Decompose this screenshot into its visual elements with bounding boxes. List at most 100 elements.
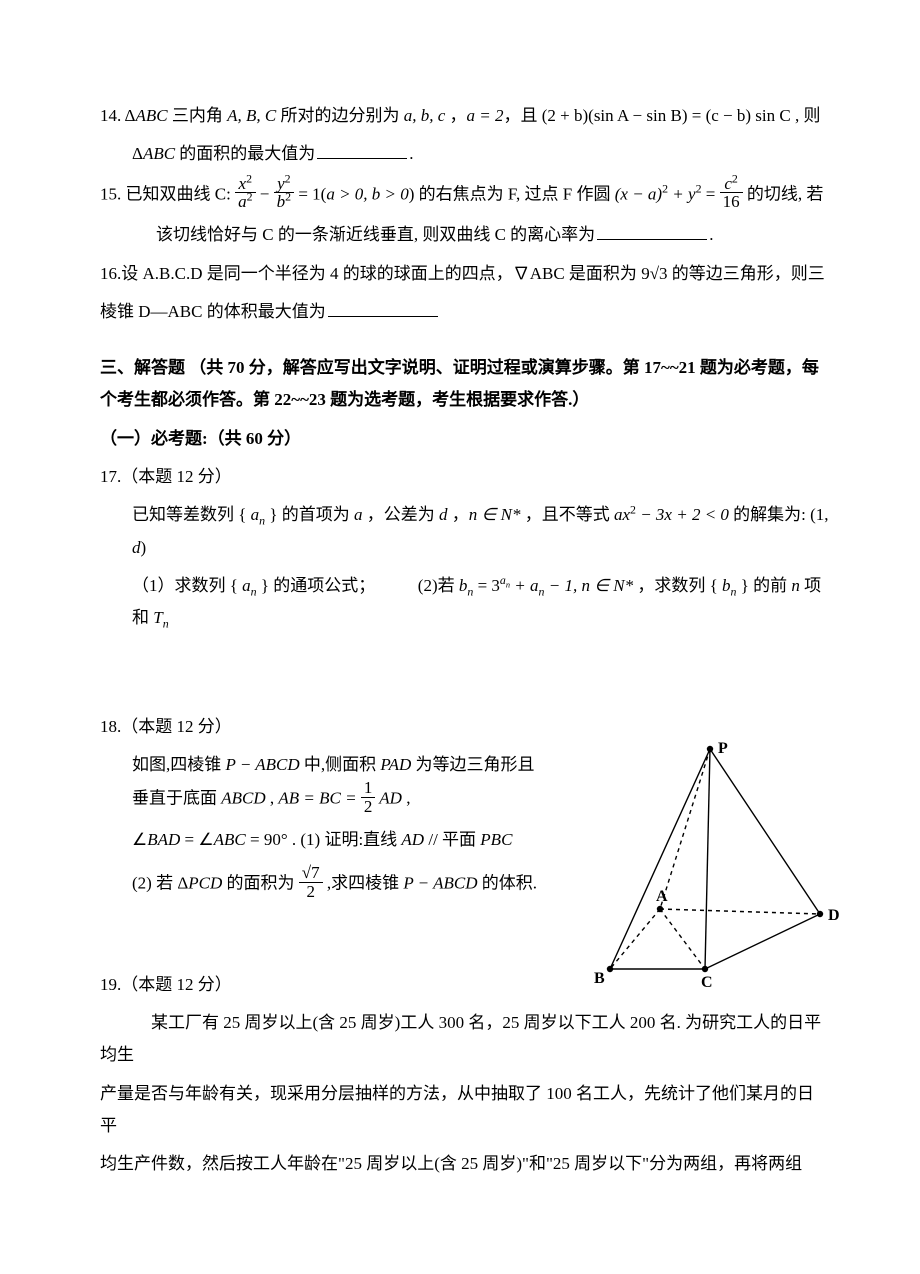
q17-p2a: (2)若 xyxy=(418,576,459,595)
q17-l1e: ，且不等式 xyxy=(520,505,614,524)
q18-l1a: 如图,四棱锥 xyxy=(132,755,226,774)
q18-l2b: = ∠ xyxy=(180,830,213,849)
q18-abc: ABC xyxy=(214,830,246,849)
q17-Tnsub: n xyxy=(163,617,169,631)
q18-hn: 1 xyxy=(361,779,376,798)
q17-p2b: ，求数列 { xyxy=(633,576,722,595)
q16-line2: 棱锥 D—ABC 的体积最大值为 xyxy=(100,296,830,328)
q15-minus: − xyxy=(260,184,274,203)
q15-frac3: c216 xyxy=(720,175,743,212)
q18-l3a: (2) 若 Δ xyxy=(132,873,188,892)
q18-s7n: √7 xyxy=(299,864,323,883)
q17-a: a xyxy=(354,505,363,524)
q18-abbc: AB = BC = xyxy=(278,788,360,807)
q17-gap xyxy=(380,576,414,595)
q18-abcd: ABCD xyxy=(221,788,265,807)
q18-l3: (2) 若 ΔPCD 的面积为 √72 ,求四棱锥 P − ABCD 的体积. xyxy=(100,866,540,903)
q17-ineq2: − 3x + 2 < 0 xyxy=(636,505,729,524)
q14-blank xyxy=(317,141,407,159)
q17-l1d: ， xyxy=(448,505,469,524)
q14-l2b: ABC xyxy=(143,144,175,163)
q18-l2c: = 90° . (1) 证明:直线 xyxy=(246,830,402,849)
q18-l1e: , xyxy=(402,788,411,807)
q17-p1b: } 的通项公式； xyxy=(257,576,376,595)
q17-l1c: ，公差为 xyxy=(363,505,440,524)
q14-b: 三内角 xyxy=(168,106,228,125)
q16-blank xyxy=(328,299,438,317)
q14-l2a: Δ xyxy=(132,144,143,163)
q18-l1: 如图,四棱锥 P − ABCD 中,侧面积 PAD 为等边三角形且垂直于底面 A… xyxy=(100,749,540,818)
q15-a: 15. 已知双曲线 C: xyxy=(100,184,235,203)
q15-x: x xyxy=(239,174,247,193)
q14-d: ， xyxy=(445,106,466,125)
q15-bden: b xyxy=(277,192,286,211)
q14-eqA: (2 + b)(sin A − sin B) = (c − b) sin C xyxy=(542,106,791,125)
q17-an: a xyxy=(251,505,260,524)
q18-l2a: ∠ xyxy=(132,830,147,849)
q14-sides: a, b, c xyxy=(404,106,446,125)
q15-cond: a > 0, b > 0 xyxy=(326,184,408,203)
q18-sqrt7: √72 xyxy=(299,864,323,901)
q17-l1: 已知等差数列 { an } 的首项为 a ，公差为 d ，n ∈ N* ，且不等… xyxy=(100,499,830,564)
q17-p1an: a xyxy=(242,576,251,595)
q15-y: y xyxy=(277,174,285,193)
svg-text:A: A xyxy=(656,888,668,905)
q15-line1: 15. 已知双曲线 C: x2a2 − y2b2 = 1(a > 0, b > … xyxy=(100,177,830,214)
q15-frac1: x2a2 xyxy=(235,175,255,212)
q17-dv: d xyxy=(132,538,141,557)
section3-title: 三、解答题 （共 70 分，解答应写出文字说明、证明过程或演算步骤。第 17~~… xyxy=(100,352,830,417)
q16-line1: 16.设 A.B.C.D 是同一个半径为 4 的球的球面上的四点，∇ABC 是面… xyxy=(100,258,830,290)
q15-frac2: y2b2 xyxy=(274,175,294,212)
q18-pabcd: P − ABCD xyxy=(226,755,300,774)
q17-parts: （1）求数列 { an } 的通项公式； (2)若 bn = 3an + an … xyxy=(100,570,830,635)
q18-l3d: 的体积. xyxy=(478,873,538,892)
q18-pad: PAD xyxy=(380,755,411,774)
q15-plus: + y xyxy=(668,184,696,203)
q15-eq: = xyxy=(702,184,720,203)
q14-l2d: . xyxy=(409,144,413,163)
q14-e: ，且 xyxy=(504,106,542,125)
q15-cden: 16 xyxy=(720,193,743,211)
q14-l2c: 的面积的最大值为 xyxy=(175,144,315,163)
svg-text:P: P xyxy=(718,740,728,757)
q18-block: 如图,四棱锥 P − ABCD 中,侧面积 PAD 为等边三角形且垂直于底面 A… xyxy=(100,749,830,903)
q17-nc: n ∈ N* xyxy=(469,505,521,524)
q17-ineq: ax xyxy=(614,505,630,524)
q14-f: , 则 xyxy=(791,106,821,125)
q17-l1f: 的解集为: (1, xyxy=(729,505,829,524)
q18-half: 12 xyxy=(361,779,376,816)
q18-s7d: 2 xyxy=(299,883,323,901)
q15-eq1: = 1( xyxy=(298,184,326,203)
q16-b: 的等边三角形，则三 xyxy=(668,264,825,283)
q17-Tn: T xyxy=(153,608,162,627)
q15-cnum: c xyxy=(724,174,732,193)
section3-sub: （一）必考题:（共 60 分） xyxy=(100,423,830,455)
q18-pcd: PCD xyxy=(188,873,222,892)
q15-blank xyxy=(597,222,707,240)
q15-b: ) 的右焦点为 F, 过点 F 作圆 xyxy=(409,184,615,203)
q18-hd: 2 xyxy=(361,798,376,816)
q14-line1: 14. ΔABC 三内角 A, B, C 所对的边分别为 a, b, c ，a … xyxy=(100,100,830,132)
q17-n: n xyxy=(791,576,800,595)
q14-a: 14. Δ xyxy=(100,106,136,125)
q17-bnexp: an xyxy=(500,573,510,587)
q18-l3b: 的面积为 xyxy=(222,873,299,892)
q15-line2: 该切线恰好与 C 的一条渐近线垂直, 则双曲线 C 的离心率为. xyxy=(100,219,830,251)
q15-l2e: . xyxy=(709,225,713,244)
q17-l1a: 已知等差数列 { xyxy=(132,505,251,524)
q17-head: 17.（本题 12 分） xyxy=(100,461,830,493)
q17-bbn: b xyxy=(722,576,731,595)
q18-ad: AD xyxy=(375,788,402,807)
q18-l1b: 中,侧面积 xyxy=(300,755,381,774)
q19-l3: 均生产件数，然后按工人年龄在"25 周岁以上(含 25 周岁)"和"25 周岁以… xyxy=(100,1148,830,1180)
q16-l2: 棱锥 D—ABC 的体积最大值为 xyxy=(100,302,326,321)
q17-d: d xyxy=(439,505,448,524)
q17-p1a: （1）求数列 { xyxy=(132,576,242,595)
q15-c: 的切线, 若 xyxy=(747,184,824,203)
q17-bnrest: + a xyxy=(510,576,538,595)
q19-l2: 产量是否与年龄有关，现采用分层抽样的方法，从中抽取了 100 名工人，先统计了他… xyxy=(100,1078,830,1143)
q18-bad: BAD xyxy=(147,830,180,849)
svg-text:B: B xyxy=(594,970,605,987)
q14-c: 所对的边分别为 xyxy=(276,106,404,125)
q14-angles: A, B, C xyxy=(227,106,276,125)
